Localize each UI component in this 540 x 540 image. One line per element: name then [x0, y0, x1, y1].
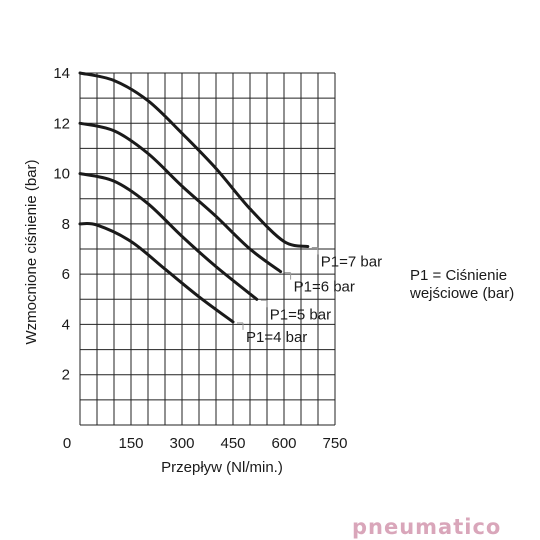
y-tick-label: 14 — [53, 65, 70, 82]
brand-logo: pneumatico — [352, 515, 502, 539]
x-tick-label: 150 — [118, 435, 143, 452]
series-label: P1=6 bar — [294, 279, 355, 296]
series-label: P1=7 bar — [321, 253, 382, 270]
legend-annotation-line1: P1 = Ciśnienie — [410, 267, 508, 284]
y-axis-title: Wzmocnione ciśnienie (bar) — [23, 159, 40, 344]
x-axis-title: Przepływ (Nl/min.) — [161, 459, 283, 476]
curve-p14bar — [78, 221, 235, 324]
curve-p16bar — [78, 121, 283, 274]
x-tick-label: 600 — [271, 435, 296, 452]
x-tick-label: 0 — [63, 435, 71, 452]
y-tick-label: 4 — [62, 316, 70, 333]
curve-p15bar — [78, 172, 259, 301]
y-tick-label: 12 — [53, 115, 70, 132]
y-tick-label: 6 — [62, 266, 70, 283]
y-tick-label: 8 — [62, 216, 70, 233]
x-tick-label: 750 — [322, 435, 347, 452]
curve-p17bar — [78, 71, 310, 248]
series-label: P1=5 bar — [270, 306, 331, 323]
x-tick-label: 300 — [169, 435, 194, 452]
y-tick-label: 10 — [53, 166, 70, 183]
legend-annotation-line2: wejściowe (bar) — [410, 285, 515, 302]
series-label: P1=4 bar — [246, 329, 307, 346]
y-tick-label: 2 — [62, 367, 70, 384]
x-tick-label: 450 — [220, 435, 245, 452]
